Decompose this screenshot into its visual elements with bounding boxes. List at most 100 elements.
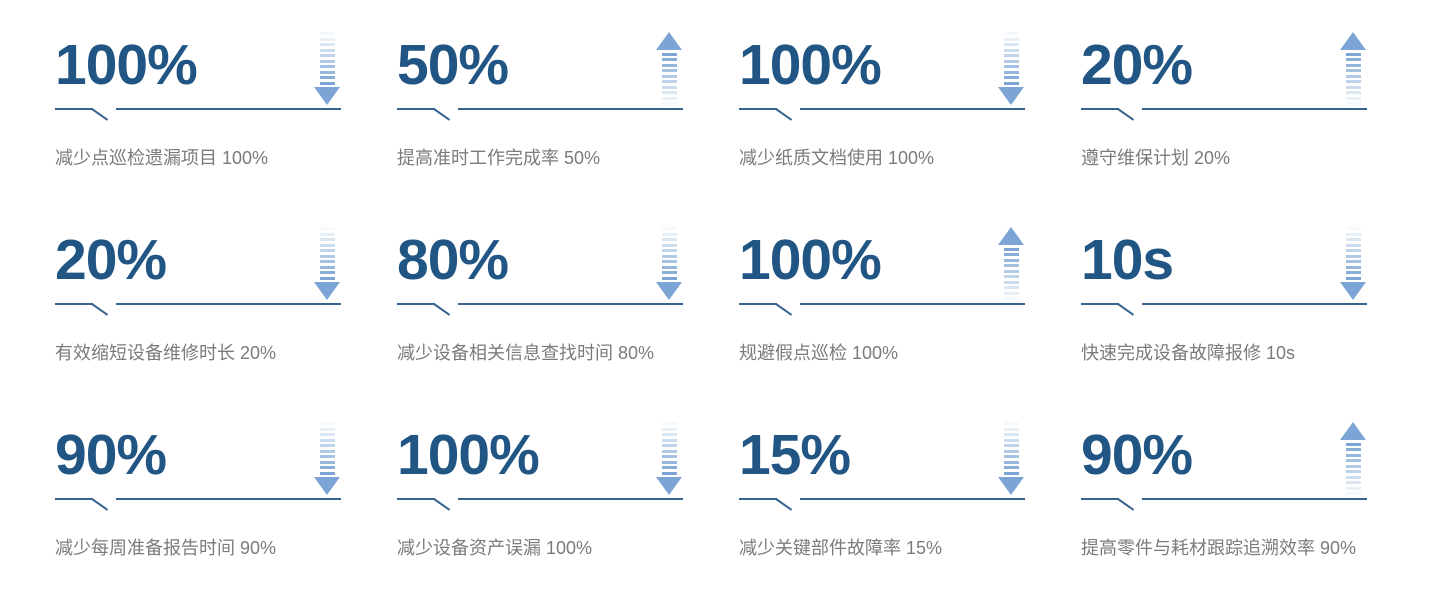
arrow-dash	[661, 102, 677, 105]
arrow-dash	[661, 427, 677, 431]
underline-rule	[397, 108, 683, 122]
kpi-stat-card: 100% 减少点巡检遗漏项目 100%	[55, 32, 341, 171]
arrow-dash	[319, 70, 335, 74]
stat-value: 50%	[397, 33, 509, 97]
kpi-stat-card: 100% 规避假点巡检 100%	[739, 227, 1025, 366]
rule-notch	[775, 303, 793, 316]
arrow-down-icon	[997, 32, 1025, 105]
arrow-dash	[1345, 254, 1361, 258]
arrow-dash	[661, 265, 677, 269]
arrow-dash	[1345, 85, 1361, 89]
arrow-dash	[319, 37, 335, 41]
arrow-head	[1340, 282, 1366, 301]
stat-value: 100%	[55, 33, 198, 97]
arrow-dash	[1345, 91, 1361, 94]
arrow-dash	[1003, 258, 1019, 262]
arrow-dash	[1345, 243, 1361, 247]
underline-rule	[739, 108, 1025, 122]
arrow-up-icon	[1339, 32, 1367, 105]
arrow-dash	[1003, 291, 1019, 295]
stat-label: 提高准时工作完成率 50%	[397, 148, 601, 168]
stat-value: 80%	[397, 228, 509, 293]
arrow-dash	[319, 243, 335, 247]
arrow-down-icon	[313, 422, 341, 496]
rule-long-segment	[800, 108, 1025, 110]
arrow-dash	[1345, 475, 1361, 479]
underline-rule	[739, 303, 1025, 317]
arrow-dash	[319, 438, 335, 442]
arrow-dash	[1345, 442, 1361, 446]
rule-notch	[91, 303, 109, 316]
arrow-dash	[661, 52, 677, 56]
arrow-head	[314, 282, 340, 301]
arrow-dash	[1003, 70, 1019, 74]
arrow-dash	[319, 460, 335, 464]
rule-notch	[433, 498, 451, 512]
rule-notch	[433, 108, 451, 121]
arrow-dash	[319, 260, 335, 264]
rule-notch	[1117, 498, 1135, 512]
arrow-dash	[661, 63, 677, 67]
arrow-dash	[1003, 253, 1019, 257]
arrow-dash	[319, 254, 335, 258]
stat-value: 90%	[1081, 423, 1193, 488]
arrow-head	[998, 87, 1024, 105]
arrow-down-icon	[655, 422, 683, 496]
arrow-dash	[1003, 54, 1019, 57]
arrow-dash	[661, 460, 677, 464]
arrow-dash	[661, 58, 677, 61]
rule-notch	[91, 498, 109, 512]
stat-value: 100%	[739, 33, 882, 97]
arrow-dash	[319, 471, 335, 475]
stat-label: 减少点巡检遗漏项目 100%	[55, 148, 269, 168]
stat-header: 100%	[739, 227, 1025, 303]
rule-short-segment	[739, 498, 777, 501]
stat-header: 15%	[739, 422, 1025, 498]
arrow-dash	[319, 232, 335, 236]
stat-label: 提高零件与耗材跟踪追溯效率 90%	[1081, 538, 1357, 559]
stat-label: 遵守维保计划 20%	[1081, 148, 1231, 168]
stat-header: 80%	[397, 227, 683, 303]
stat-label: 规避假点巡检 100%	[739, 343, 899, 364]
arrow-dash	[1345, 453, 1361, 457]
arrow-dash	[319, 43, 335, 46]
stat-label: 有效缩短设备维修时长 20%	[55, 343, 277, 364]
rule-short-segment	[55, 498, 93, 501]
arrow-dash	[319, 227, 335, 231]
arrow-dash	[1003, 471, 1019, 475]
kpi-stat-card: 80% 减少设备相关信息查找时间 80%	[397, 227, 683, 366]
arrow-dash	[319, 433, 335, 437]
arrow-head	[314, 87, 340, 105]
arrow-head	[656, 32, 682, 50]
rule-short-segment	[55, 108, 93, 110]
arrow-dash	[1345, 74, 1361, 78]
arrow-dash	[1003, 32, 1019, 35]
arrow-dash	[661, 422, 677, 426]
rule-long-segment	[458, 108, 683, 110]
arrow-dash	[1003, 466, 1019, 470]
arrow-dash	[319, 249, 335, 253]
arrow-dash	[1003, 455, 1019, 459]
arrow-dash	[1345, 96, 1361, 100]
stat-value: 100%	[397, 423, 540, 488]
arrow-down-icon	[313, 227, 341, 301]
rule-short-segment	[397, 498, 435, 501]
arrow-head	[1340, 422, 1366, 441]
rule-notch	[1117, 303, 1135, 316]
arrow-dash	[661, 455, 677, 459]
arrow-dash	[661, 276, 677, 280]
rule-short-segment	[1081, 498, 1119, 501]
kpi-stat-card: 100% 减少纸质文档使用 100%	[739, 32, 1025, 171]
stat-header: 20%	[1081, 32, 1367, 108]
arrow-dash	[319, 276, 335, 280]
arrow-dash	[1003, 438, 1019, 442]
stat-header: 20%	[55, 227, 341, 303]
arrow-dash	[661, 471, 677, 475]
arrow-dash	[1345, 470, 1361, 474]
underline-rule	[1081, 108, 1367, 122]
kpi-stat-card: 20% 有效缩短设备维修时长 20%	[55, 227, 341, 366]
rule-long-segment	[1142, 108, 1367, 110]
arrow-dash	[661, 260, 677, 264]
arrow-dash	[1003, 43, 1019, 46]
